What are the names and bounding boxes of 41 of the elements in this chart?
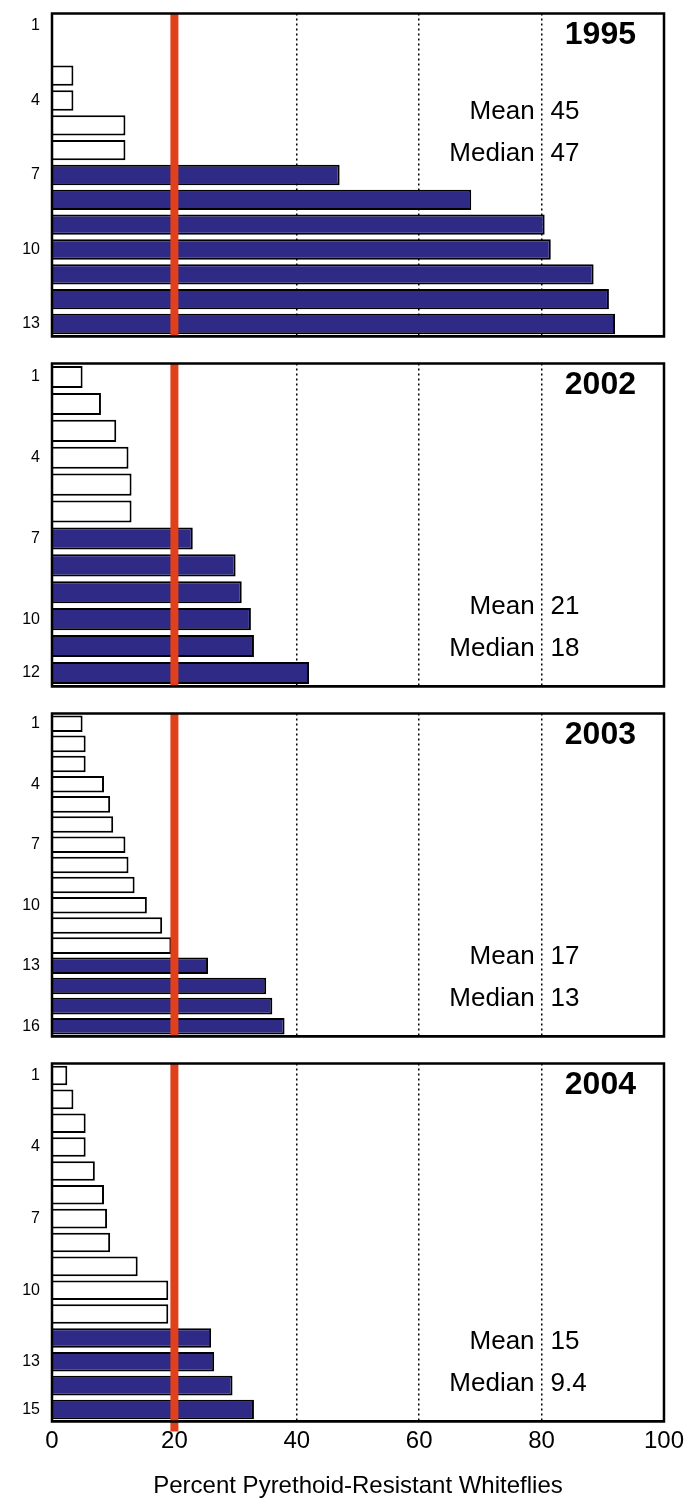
y-tick-label: 15 [22,1399,41,1417]
x-tick-label: 80 [528,1426,555,1454]
y-tick-label: 4 [31,1137,41,1155]
x-axis-title: Percent Pyrethoid-Resistant Whiteflies [153,1471,563,1499]
y-tick-label: 1 [31,16,41,34]
y-tick-label: 4 [31,448,41,466]
annotation: Mean 45 [469,94,580,125]
annotation: Mean 17 [469,939,580,970]
y-tick-label: 13 [22,1352,41,1370]
annotation: Median 13 [449,981,580,1012]
x-tick-label: 100 [643,1426,684,1454]
y-tick-label: 10 [22,239,41,257]
y-tick-label: 7 [31,1209,41,1227]
x-tick-label: 40 [283,1426,311,1454]
y-tick-label: 4 [31,90,41,108]
y-tick-label: 1 [31,1065,41,1083]
y-tick-label: 7 [31,165,41,183]
y-tick-label: 12 [22,663,41,681]
y-tick-label: 10 [22,609,41,627]
y-tick-label: 10 [22,895,41,913]
x-tick-label: 0 [45,1426,59,1454]
annotation: Mean 15 [469,1324,580,1355]
y-tick-label: 4 [31,774,41,792]
chart-title: 2002 [564,365,636,402]
annotation: Mean 21 [469,589,580,620]
y-tick-label: 1 [31,714,41,732]
chart-title: 2004 [564,1065,637,1102]
annotation: Median 9.4 [449,1366,587,1397]
x-tick-label: 60 [405,1426,433,1454]
y-tick-label: 10 [22,1280,41,1298]
y-tick-label: 1 [31,367,41,385]
y-tick-label: 16 [22,1016,41,1034]
annotation: Median 18 [449,631,580,662]
y-tick-label: 13 [22,956,41,974]
chart-title: 1995 [564,15,636,52]
x-tick-label: 20 [161,1426,188,1454]
annotation: Median 47 [449,136,580,167]
y-tick-label: 7 [31,528,41,546]
y-tick-label: 7 [31,835,41,853]
chart-title: 2003 [564,715,636,752]
y-tick-label: 13 [22,314,41,332]
